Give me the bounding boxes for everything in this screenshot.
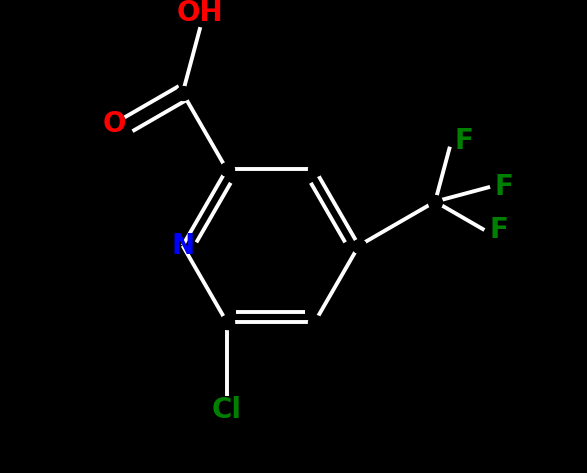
Text: F: F (495, 173, 514, 201)
Text: OH: OH (177, 0, 224, 27)
Text: O: O (103, 110, 126, 138)
Text: N: N (171, 232, 194, 260)
Text: F: F (489, 216, 508, 244)
Text: Cl: Cl (212, 396, 242, 424)
Text: F: F (455, 127, 474, 155)
